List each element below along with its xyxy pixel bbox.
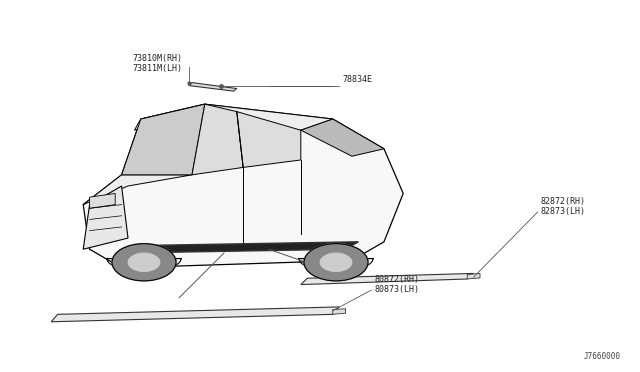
Polygon shape [83, 104, 403, 268]
Polygon shape [134, 104, 333, 130]
Text: 82872(RH)
82873(LH): 82872(RH) 82873(LH) [541, 197, 586, 216]
Text: 73810M(RH)
73811M(LH): 73810M(RH) 73811M(LH) [132, 54, 182, 73]
Polygon shape [83, 186, 128, 249]
Circle shape [320, 253, 352, 272]
Text: J7660000: J7660000 [584, 352, 621, 361]
Polygon shape [90, 193, 115, 208]
Polygon shape [189, 83, 237, 91]
Polygon shape [237, 112, 301, 167]
Polygon shape [122, 104, 205, 175]
Polygon shape [128, 242, 358, 253]
Text: 80872(RH)
80873(LH): 80872(RH) 80873(LH) [374, 275, 419, 294]
Circle shape [128, 253, 160, 272]
Polygon shape [301, 119, 384, 156]
Polygon shape [333, 309, 346, 314]
Polygon shape [51, 307, 339, 322]
Text: 78834E: 78834E [342, 76, 372, 84]
Circle shape [112, 244, 176, 281]
Polygon shape [301, 273, 474, 285]
Circle shape [304, 244, 368, 281]
Polygon shape [83, 175, 192, 205]
Polygon shape [192, 104, 243, 175]
Polygon shape [467, 273, 480, 279]
